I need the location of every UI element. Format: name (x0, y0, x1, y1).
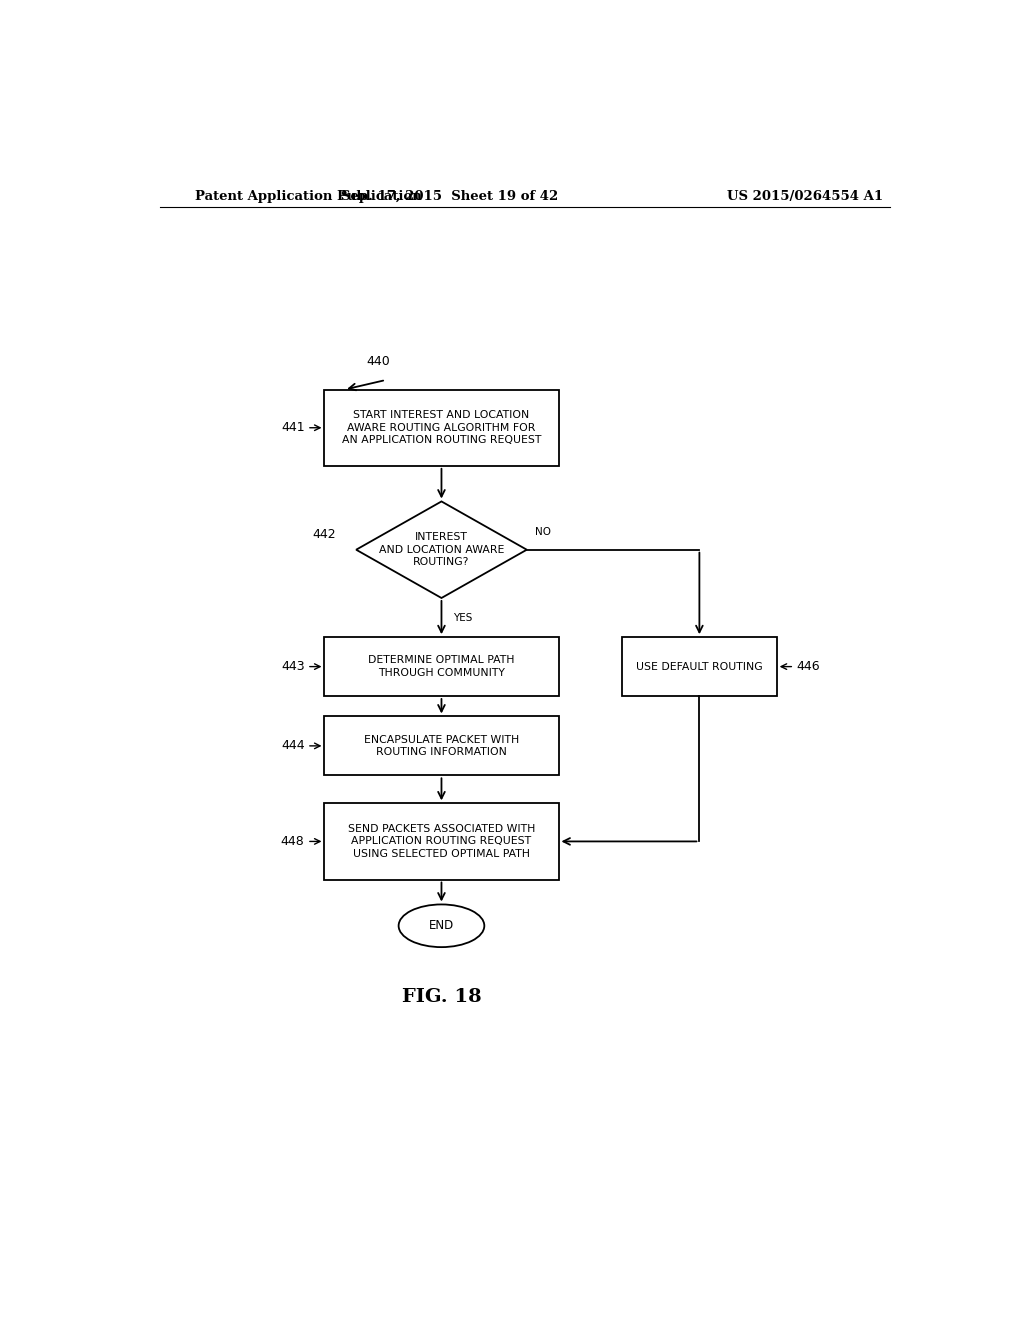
Text: Patent Application Publication: Patent Application Publication (196, 190, 422, 202)
Text: 446: 446 (797, 660, 820, 673)
Text: 442: 442 (312, 528, 336, 541)
Text: INTEREST
AND LOCATION AWARE
ROUTING?: INTEREST AND LOCATION AWARE ROUTING? (379, 532, 504, 568)
FancyBboxPatch shape (325, 804, 558, 879)
Text: Sep. 17, 2015  Sheet 19 of 42: Sep. 17, 2015 Sheet 19 of 42 (341, 190, 558, 202)
Ellipse shape (398, 904, 484, 948)
Text: 443: 443 (281, 660, 304, 673)
FancyBboxPatch shape (622, 638, 777, 696)
Text: END: END (429, 919, 454, 932)
Text: NO: NO (535, 527, 551, 536)
Polygon shape (356, 502, 526, 598)
FancyBboxPatch shape (325, 638, 558, 696)
FancyBboxPatch shape (325, 717, 558, 775)
Text: 441: 441 (281, 421, 304, 434)
Text: 440: 440 (367, 355, 390, 368)
Text: 448: 448 (281, 836, 304, 847)
FancyBboxPatch shape (325, 389, 558, 466)
Text: FIG. 18: FIG. 18 (401, 987, 481, 1006)
Text: ENCAPSULATE PACKET WITH
ROUTING INFORMATION: ENCAPSULATE PACKET WITH ROUTING INFORMAT… (364, 735, 519, 758)
Text: START INTEREST AND LOCATION
AWARE ROUTING ALGORITHM FOR
AN APPLICATION ROUTING R: START INTEREST AND LOCATION AWARE ROUTIN… (342, 411, 541, 445)
Text: US 2015/0264554 A1: US 2015/0264554 A1 (727, 190, 884, 202)
Text: 444: 444 (281, 739, 304, 752)
Text: USE DEFAULT ROUTING: USE DEFAULT ROUTING (636, 661, 763, 672)
Text: YES: YES (454, 612, 473, 623)
Text: SEND PACKETS ASSOCIATED WITH
APPLICATION ROUTING REQUEST
USING SELECTED OPTIMAL : SEND PACKETS ASSOCIATED WITH APPLICATION… (348, 824, 536, 859)
Text: DETERMINE OPTIMAL PATH
THROUGH COMMUNITY: DETERMINE OPTIMAL PATH THROUGH COMMUNITY (369, 656, 515, 677)
